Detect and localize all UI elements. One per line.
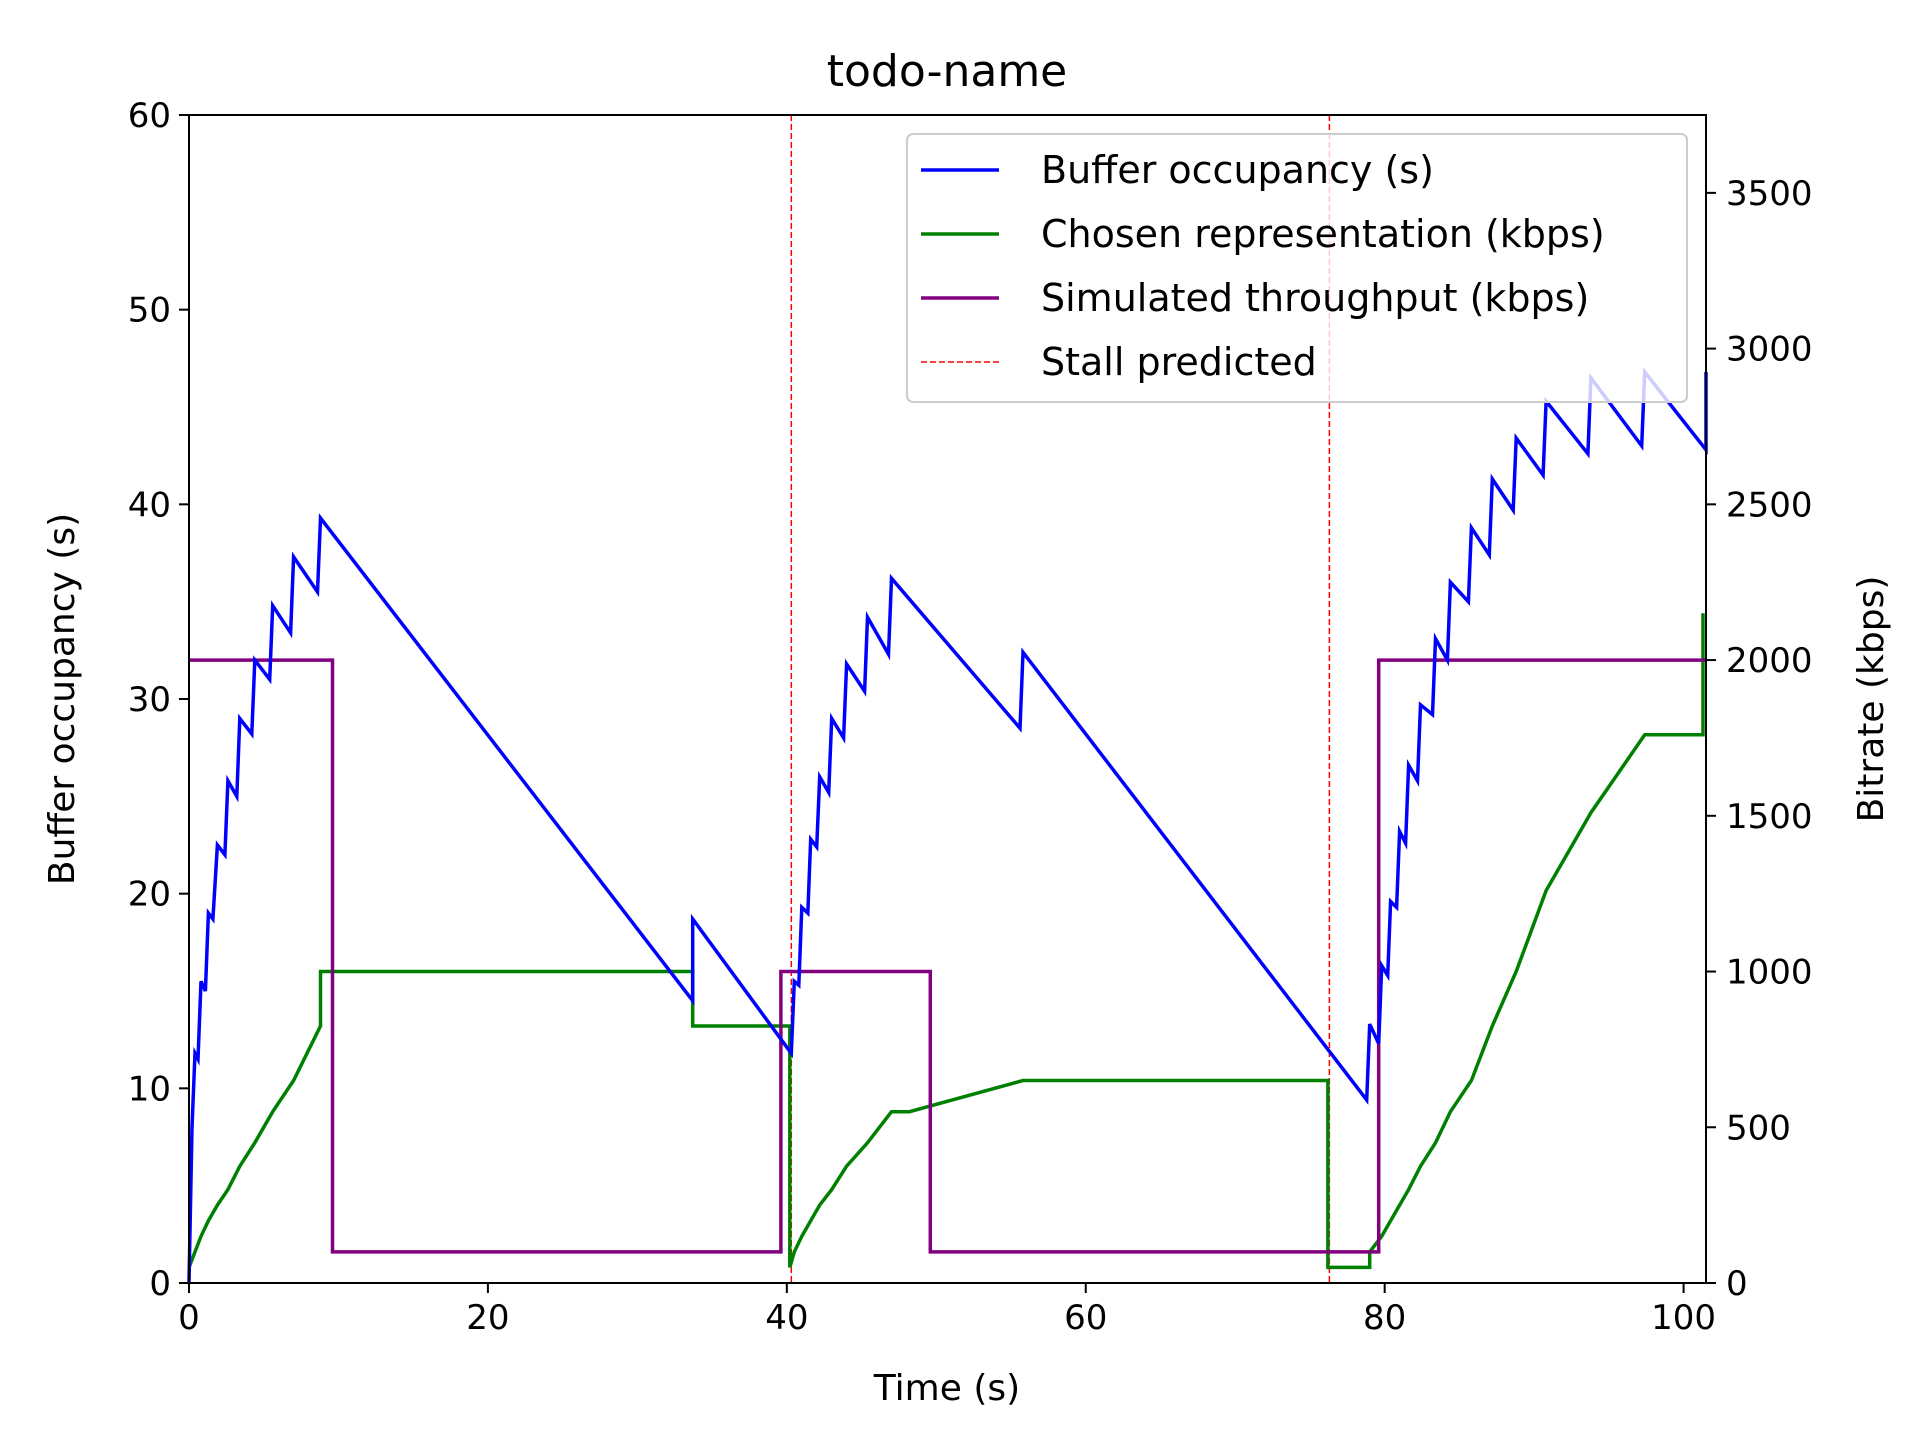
x-tick-label: 0: [178, 1298, 200, 1338]
right-y-axis-label: Bitrate (kbps): [1851, 576, 1892, 823]
left-y-tick-label: 50: [128, 291, 171, 331]
right-y-tick-label: 0: [1726, 1264, 1748, 1304]
simulated-throughput-line: [189, 658, 1706, 1254]
plot-area: [187, 115, 1708, 1284]
left-y-axis-label: Buffer occupancy (s): [42, 513, 83, 885]
left-y-tick-label: 30: [128, 680, 171, 720]
right-y-tick-label: 2500: [1726, 485, 1813, 525]
right-y-tick-label: 3000: [1726, 330, 1813, 370]
legend-label-chosen-representation: Chosen representation (kbps): [1041, 212, 1605, 256]
x-tick-label: 80: [1363, 1298, 1406, 1338]
left-y-tick-label: 60: [128, 96, 171, 136]
buffer-occupancy-line: [187, 367, 1708, 1284]
left-y-tick-label: 20: [128, 875, 171, 915]
legend-label-simulated-throughput: Simulated throughput (kbps): [1041, 276, 1589, 320]
left-y-tick-label: 40: [128, 485, 171, 525]
left-y-tick-label: 10: [128, 1069, 171, 1109]
right-y-tick-label: 2000: [1726, 641, 1813, 681]
x-tick-label: 40: [765, 1298, 808, 1338]
chosen-representation-line: [187, 613, 1705, 1270]
right-y-tick-label: 500: [1726, 1108, 1791, 1148]
legend-label-stall-predicted: Stall predicted: [1041, 340, 1317, 384]
right-y-tick-label: 3500: [1726, 174, 1813, 214]
x-tick-label: 100: [1651, 1298, 1716, 1338]
x-tick-label: 20: [466, 1298, 509, 1338]
left-y-tick-label: 0: [149, 1264, 171, 1304]
legend-box: [906, 133, 1688, 403]
chart-title: todo-name: [827, 46, 1068, 97]
x-tick-label: 60: [1064, 1298, 1107, 1338]
x-axis-label: Time (s): [873, 1368, 1020, 1409]
right-y-tick-label: 1000: [1726, 953, 1813, 993]
legend: Buffer occupancy (s) Chosen representatio…: [906, 133, 1688, 403]
right-y-tick-label: 1500: [1726, 797, 1813, 837]
legend-label-buffer-occupancy: Buffer occupancy (s): [1041, 148, 1434, 192]
axis-ticks: 0 20 40 60 80 1000102030405060050010001500200…: [128, 96, 1813, 1338]
